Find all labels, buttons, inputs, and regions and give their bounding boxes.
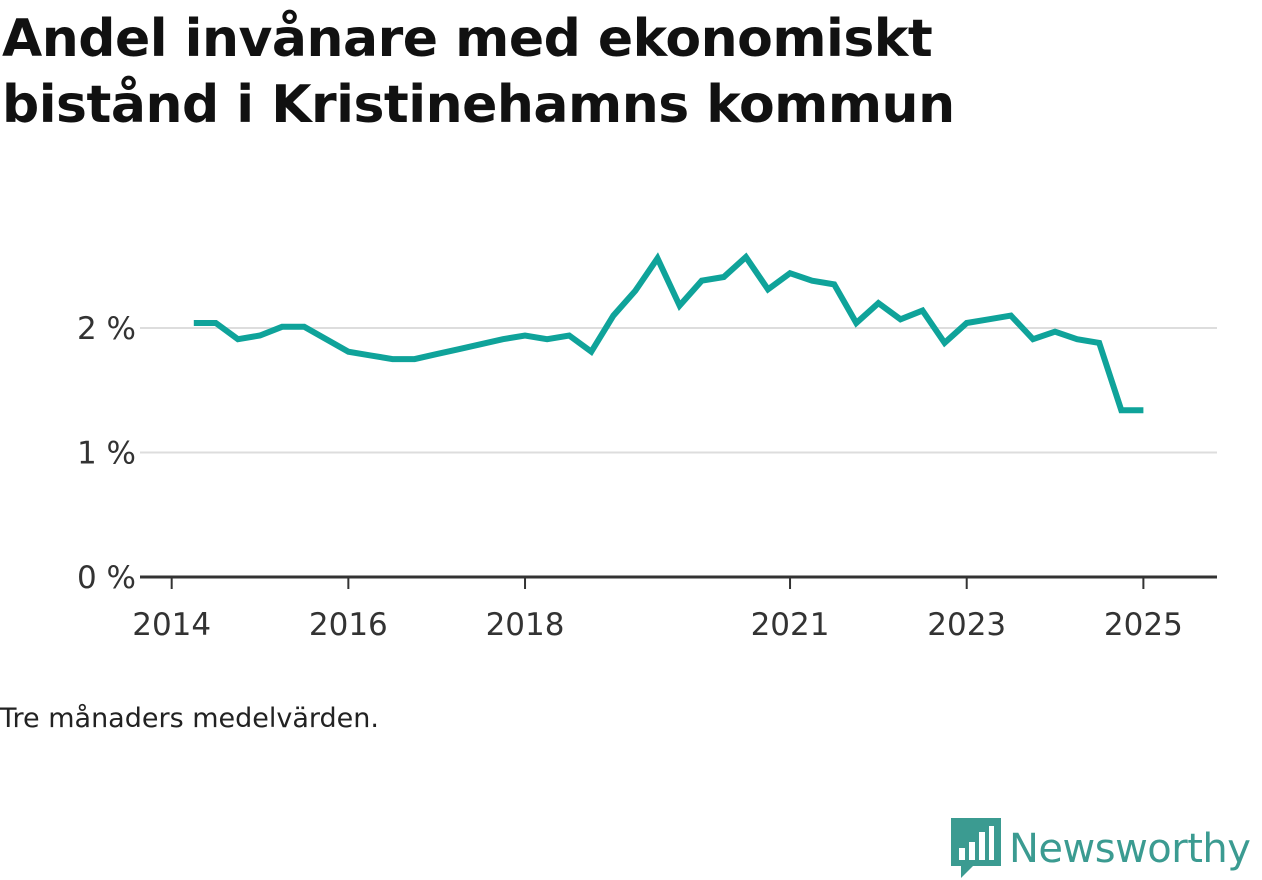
- bar-chart-speech-bubble-icon: [951, 818, 1001, 878]
- brand-logo: Newsworthy: [951, 818, 1251, 880]
- chart-footnote: Tre månaders medelvärden.: [0, 703, 379, 734]
- x-axis-labels: 2014 2016 2018 2021 2023 2025: [132, 607, 1183, 643]
- x-tick-label: 2014: [132, 607, 211, 643]
- y-tick-label: 0 %: [77, 560, 136, 596]
- y-axis-labels: 0 % 1 % 2 %: [77, 311, 136, 596]
- y-tick-label: 1 %: [77, 436, 136, 472]
- y-tick-label: 2 %: [77, 311, 136, 347]
- x-tick-label: 2018: [486, 607, 565, 643]
- chart-title: Andel invånare med ekonomiskt bistånd i …: [2, 9, 955, 135]
- x-axis: [140, 575, 1217, 589]
- x-tick-label: 2023: [927, 607, 1006, 643]
- series-line: [193, 252, 1144, 414]
- line-chart: 0 % 1 % 2 % 2014 2016 2018 2021 2023 2025: [77, 252, 1217, 643]
- brand-name: Newsworthy: [1009, 826, 1251, 872]
- grid-lines: [140, 327, 1217, 454]
- x-tick-label: 2016: [309, 607, 388, 643]
- x-tick-label: 2021: [751, 607, 830, 643]
- series-layer: [193, 252, 1144, 414]
- x-tick-label: 2025: [1104, 607, 1183, 643]
